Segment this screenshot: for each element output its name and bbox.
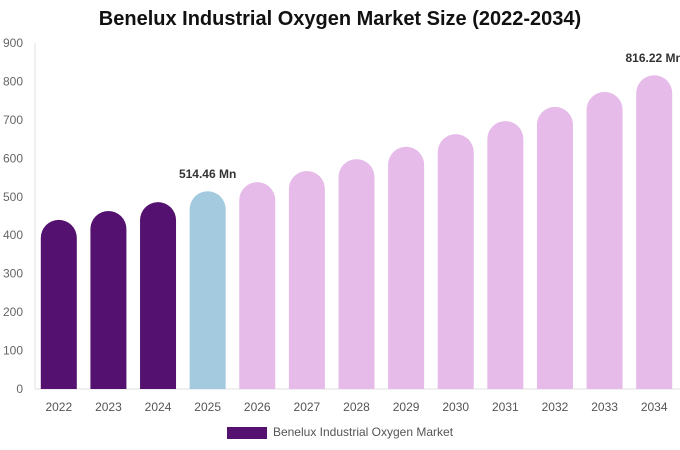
bar-2034 [636,75,673,390]
legend-swatch [226,426,267,439]
x-tick-label: 2031 [492,400,519,414]
data-label: 816.22 Mn [626,51,680,65]
data-label: 514.46 Mn [179,167,236,181]
x-tick-label: 2032 [542,400,569,414]
y-tick-label: 900 [3,36,23,50]
bar-2032 [536,106,573,389]
x-tick-label: 2027 [294,400,321,414]
y-tick-label: 100 [3,344,23,358]
x-tick-label: 2029 [393,400,420,414]
x-tick-label: 2024 [145,400,172,414]
x-tick-label: 2026 [244,400,271,414]
y-tick-label: 600 [3,151,23,165]
bar-2031 [487,121,524,389]
bar-2029 [388,146,425,389]
x-tick-label: 2028 [343,400,370,414]
bar-2022 [40,219,77,389]
bar-2023 [90,211,127,389]
y-tick-label: 700 [3,113,23,127]
y-tick-label: 0 [16,382,23,396]
bar-2030 [437,134,474,389]
bar-2026 [239,182,276,389]
x-tick-label: 2023 [95,400,122,414]
bar-2027 [288,171,325,389]
bar-2028 [338,159,375,389]
chart-title: Benelux Industrial Oxygen Market Size (2… [98,8,582,30]
legend: Benelux Industrial Oxygen Market [0,425,680,439]
x-tick-label: 2025 [194,400,221,414]
bar-2024 [140,202,177,389]
y-tick-label: 400 [3,228,23,242]
legend-label: Benelux Industrial Oxygen Market [272,425,454,439]
x-tick-label: 2034 [641,400,668,414]
y-tick-label: 800 [3,74,23,88]
y-tick-label: 200 [3,305,23,319]
bar-2033 [586,91,623,389]
x-tick-label: 2030 [442,400,469,414]
y-tick-label: 500 [3,190,23,204]
x-tick-label: 2033 [591,400,618,414]
bar-2025 [189,191,226,389]
x-tick-label: 2022 [45,400,72,414]
y-tick-label: 300 [3,267,23,281]
